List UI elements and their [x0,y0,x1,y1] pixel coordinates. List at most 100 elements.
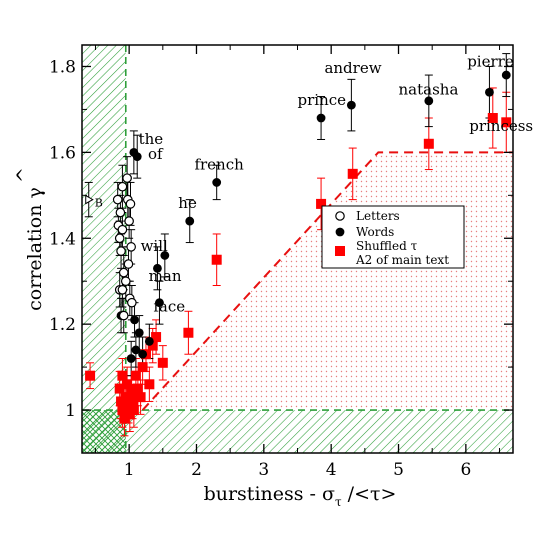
letter-point-18 [127,297,137,308]
shuffled-point-17 [144,379,155,390]
word-point-16 [424,96,434,106]
legend-label-letters: Letters [356,209,400,223]
shuffled-point-14 [135,392,146,403]
letter-point-11 [122,173,132,183]
word-point-11 [144,336,154,346]
y-axis-title: correlation γ [24,187,46,311]
b-marker-label: B [95,197,103,210]
word-point-9 [134,328,144,338]
data-points: B [85,70,512,424]
green-crosshatch-corner [82,410,126,453]
x-tick-label-4: 4 [326,460,337,480]
letter-point-2 [117,181,128,192]
letter-point-10 [117,284,128,295]
shuffled-point-0 [85,370,96,381]
shuffled-point-28 [501,117,512,128]
letter-point-8 [120,276,131,287]
word-point-5 [160,251,170,260]
x-tick-label-2: 2 [191,460,202,480]
letter-point-5 [116,246,126,256]
word-point-12 [138,349,148,359]
axis-ticks: 1 2 3 4 5 6 1 1.2 1.4 1.6 1.8 [49,45,513,480]
word-point-6 [155,298,164,308]
x-tick-label-6: 6 [460,460,471,480]
y-tick-label-1: 1 [65,401,76,421]
red-dotted-region [142,152,513,411]
shuffled-point-21 [117,370,128,381]
y-tick-label-1.6: 1.6 [49,143,76,163]
letter-point-13 [125,199,136,209]
word-point-17 [485,87,494,97]
shuffled-point-1 [114,383,125,394]
word-label-man: man [149,267,182,285]
shuffled-point-6 [122,379,133,390]
shuffled-point-11 [128,405,139,416]
word-label-prince: prince [298,91,347,109]
legend: Letters Words Shuffled τ A2 of main text [321,205,465,269]
shuffled-point-25 [347,168,358,179]
x-tick-label-1: 1 [124,460,135,480]
shuffled-point-3 [117,405,128,416]
legend-box [321,205,465,269]
shuffled-point-26 [423,138,434,149]
word-label-of: of [148,145,164,163]
x-axis-title: burstiness - στ /<τ> [204,483,397,509]
word-label-will: will [141,237,168,255]
red-dashed-boundary [141,151,513,411]
legend-marker-shuffled [335,246,345,256]
word-label-princess: princess [469,117,533,135]
word-point-2 [212,178,222,187]
y-tick-label-1.4: 1.4 [49,229,76,249]
word-point-10 [131,345,141,355]
letter-point-1 [115,207,126,218]
x-axis-title-sub: τ [335,495,342,509]
word-label-pierre: pierre [467,52,514,70]
shuffled-point-15 [137,362,148,373]
letter-point-4 [114,233,125,244]
legend-label-shuffled: Shuffled τ [356,239,418,253]
word-point-1 [129,147,139,157]
shuffled-point-19 [151,332,162,343]
word-point-14 [316,113,326,123]
x-tick-label-3: 3 [258,460,269,480]
legend-marker-words [335,227,345,237]
shuffled-point-9 [126,387,137,398]
legend-label-words: Words [356,225,394,239]
shuffled-point-5 [120,392,131,403]
shuffled-point-27 [487,113,498,124]
b-marker-triangle [85,194,94,205]
word-point-4 [153,263,162,273]
word-label-french: french [194,156,244,174]
word-label-natasha: natasha [399,80,459,98]
word-label-andrew: andrew [324,59,381,77]
letter-point-15 [126,242,136,252]
shuffled-point-23 [211,254,222,265]
letter-point-7 [118,267,129,278]
word-label-the: the [139,130,164,148]
letter-point-6 [117,224,128,235]
shuffled-point-24 [316,198,327,209]
shuffled-point-13 [132,383,143,394]
legend-marker-letters [335,211,345,221]
letter-point-0 [112,194,123,205]
green-hatch-horizontal-band [82,410,513,453]
y-axis-title-symbol: γ [24,187,46,198]
shuffled-point-22 [183,327,194,338]
word-point-18 [501,70,511,80]
y-axis-title-hat: ^ [13,167,35,183]
x-tick-label-5: 5 [393,460,404,480]
shuffled-point-20 [157,357,168,368]
shuffled-point-4 [119,413,130,424]
word-point-3 [185,216,195,226]
word-point-13 [126,354,136,363]
shuffled-point-10 [127,396,138,407]
letter-point-14 [124,216,134,226]
word-label-he: he [178,194,197,212]
y-tick-label-1.8: 1.8 [49,57,76,77]
shuffled-point-12 [130,370,141,381]
legend-label-shuffled-line2: A2 of main text [355,253,449,267]
y-tick-label-1.2: 1.2 [49,315,76,335]
y-axis-title-main: correlation [24,199,46,311]
